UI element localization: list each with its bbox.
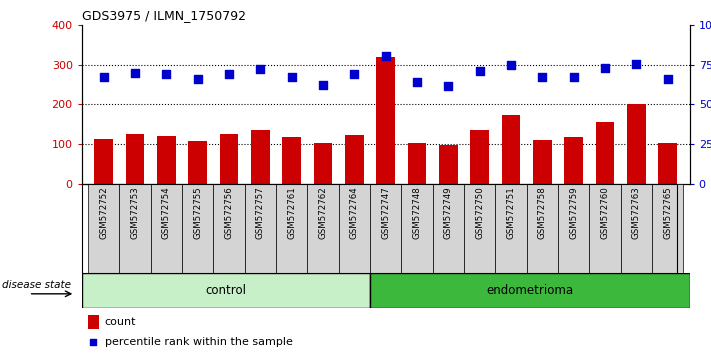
Bar <box>251 130 269 184</box>
Bar <box>433 184 464 273</box>
Bar <box>345 136 364 184</box>
Point <box>317 82 328 87</box>
Bar <box>439 145 458 184</box>
Bar <box>496 184 527 273</box>
Bar <box>282 137 301 184</box>
Text: GSM572751: GSM572751 <box>506 187 515 240</box>
Bar <box>314 143 333 184</box>
Point <box>506 63 517 68</box>
Text: GSM572761: GSM572761 <box>287 187 296 240</box>
Bar <box>245 184 276 273</box>
Text: GSM572753: GSM572753 <box>131 187 139 240</box>
Bar <box>307 184 338 273</box>
Text: GSM572760: GSM572760 <box>601 187 609 240</box>
Text: GSM572763: GSM572763 <box>632 187 641 240</box>
Bar <box>126 134 144 184</box>
Bar <box>464 184 496 273</box>
Bar <box>213 184 245 273</box>
Point <box>599 65 611 71</box>
Point <box>474 68 486 74</box>
Text: GSM572754: GSM572754 <box>162 187 171 240</box>
Text: GSM572765: GSM572765 <box>663 187 672 240</box>
Bar <box>470 130 489 184</box>
Bar <box>182 184 213 273</box>
Bar <box>88 315 99 329</box>
Bar <box>82 273 370 308</box>
Bar <box>157 136 176 184</box>
Bar <box>188 141 207 184</box>
Point <box>87 340 99 346</box>
Bar <box>652 184 683 273</box>
Bar <box>621 184 652 273</box>
Point <box>662 76 673 82</box>
Bar <box>407 143 427 184</box>
Bar <box>658 143 677 184</box>
Point <box>255 67 266 72</box>
Text: endometrioma: endometrioma <box>486 284 573 297</box>
Bar <box>596 122 614 184</box>
Text: GSM572756: GSM572756 <box>225 187 233 240</box>
Bar <box>220 133 238 184</box>
Point <box>443 83 454 89</box>
Text: GSM572750: GSM572750 <box>475 187 484 240</box>
Bar <box>565 137 583 184</box>
Point <box>412 79 423 85</box>
Point <box>286 75 297 80</box>
Point <box>380 53 392 59</box>
Point <box>631 61 642 67</box>
Bar <box>88 184 119 273</box>
Bar <box>627 104 646 184</box>
Bar <box>370 184 402 273</box>
Text: disease state: disease state <box>1 280 70 290</box>
Bar <box>376 57 395 184</box>
Bar <box>527 184 558 273</box>
Point <box>348 72 360 77</box>
Text: GSM572747: GSM572747 <box>381 187 390 240</box>
Text: GSM572749: GSM572749 <box>444 187 453 239</box>
Text: GSM572748: GSM572748 <box>412 187 422 240</box>
Text: GSM572752: GSM572752 <box>100 187 108 240</box>
Point <box>223 72 235 77</box>
Bar <box>589 184 621 273</box>
Bar <box>119 184 151 273</box>
Point <box>192 76 203 82</box>
Text: percentile rank within the sample: percentile rank within the sample <box>105 337 293 348</box>
Bar <box>402 184 433 273</box>
Text: GSM572755: GSM572755 <box>193 187 202 240</box>
Point <box>98 75 109 80</box>
Text: GSM572758: GSM572758 <box>538 187 547 240</box>
Bar <box>558 184 589 273</box>
Bar <box>533 140 552 184</box>
Bar <box>502 115 520 184</box>
Point <box>161 72 172 77</box>
Point <box>129 70 141 76</box>
Point <box>537 75 548 80</box>
Text: GSM572762: GSM572762 <box>319 187 328 240</box>
Text: GSM572764: GSM572764 <box>350 187 359 240</box>
Text: GDS3975 / ILMN_1750792: GDS3975 / ILMN_1750792 <box>82 9 246 22</box>
Text: control: control <box>205 284 246 297</box>
Bar <box>95 139 113 184</box>
Bar <box>151 184 182 273</box>
Text: count: count <box>105 317 137 327</box>
Bar <box>370 273 690 308</box>
Text: GSM572757: GSM572757 <box>256 187 265 240</box>
Bar <box>276 184 307 273</box>
Text: GSM572759: GSM572759 <box>570 187 578 239</box>
Point <box>568 74 579 79</box>
Bar <box>338 184 370 273</box>
